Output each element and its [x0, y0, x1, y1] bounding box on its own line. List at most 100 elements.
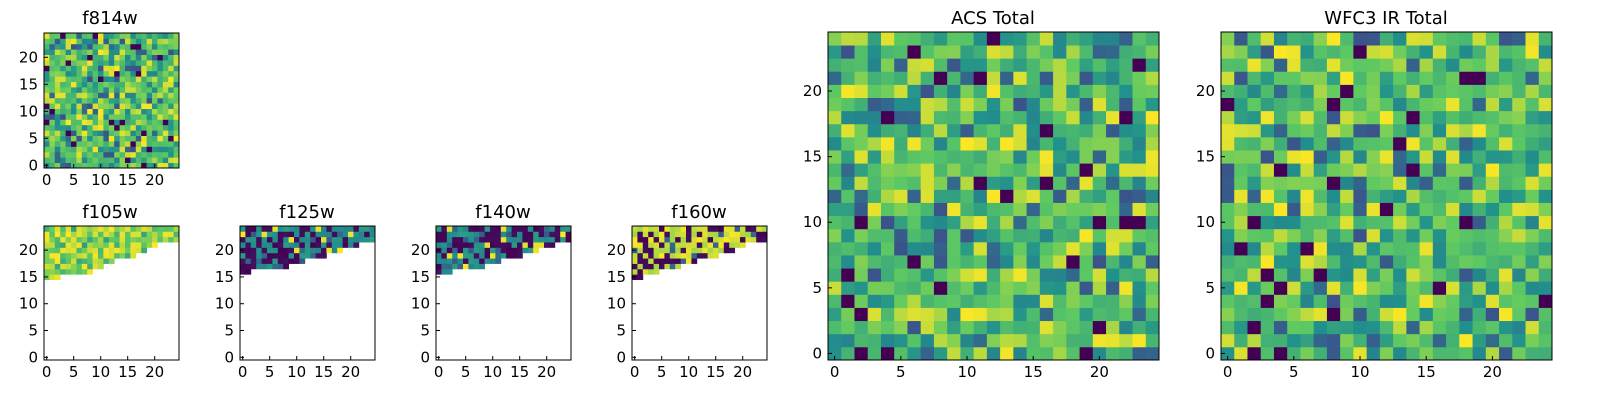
heatmap-cells [1221, 32, 1553, 361]
heatmap-cell [125, 135, 131, 142]
heatmap-cell [1419, 45, 1434, 59]
heatmap-cell [130, 226, 137, 232]
heatmap-cell [1106, 163, 1120, 177]
heatmap-cell [71, 76, 77, 82]
heatmap-cell [261, 226, 268, 232]
heatmap-cell [1273, 215, 1288, 230]
heatmap-cell [1053, 281, 1067, 295]
heatmap-cell [1092, 294, 1107, 308]
heatmap-cell [245, 258, 252, 264]
heatmap-cell [490, 231, 496, 238]
heatmap-cell [1132, 136, 1147, 151]
heatmap-cell [125, 226, 131, 232]
heatmap-cell [1472, 333, 1487, 348]
heatmap-cell [1340, 215, 1354, 230]
heatmap-cell [71, 81, 77, 88]
heatmap-cell [457, 231, 464, 238]
heatmap-cell [880, 255, 895, 269]
heatmap-cell [1132, 189, 1147, 203]
heatmap-cell [1000, 294, 1014, 308]
x-tick-label: 20 [341, 363, 360, 381]
heatmap-cell [986, 255, 1001, 269]
heatmap-cell [1432, 215, 1447, 230]
heatmap-cell [65, 263, 72, 270]
heatmap-cell [98, 114, 104, 120]
heatmap-cell [1145, 202, 1160, 217]
heatmap-cell [1472, 320, 1487, 335]
heatmap-cell [152, 226, 158, 232]
heatmap-cell [841, 346, 855, 361]
heatmap-cell [103, 135, 110, 142]
heatmap-cell [1092, 97, 1107, 112]
heatmap-cell [76, 38, 83, 45]
heatmap-cell [146, 146, 153, 153]
heatmap-cell [1221, 97, 1235, 112]
heatmap-cell [1300, 71, 1315, 85]
heatmap-cell [973, 307, 988, 322]
heatmap-cell [828, 215, 842, 230]
heatmap-cell [1538, 228, 1553, 243]
heatmap-cell [92, 103, 99, 109]
heatmap-cell [1499, 45, 1513, 59]
heatmap-cell [1326, 189, 1341, 203]
heatmap-cell [173, 135, 180, 142]
heatmap-cell [659, 252, 665, 259]
heatmap-cell [973, 241, 988, 256]
heatmap-cell [653, 242, 660, 248]
heatmap-cell [1538, 346, 1553, 361]
y-tick-label: 15 [19, 75, 38, 93]
heatmap-cell [511, 236, 518, 243]
heatmap-cell [1145, 320, 1160, 335]
heatmap-cell [1512, 241, 1526, 256]
heatmap-cell [114, 103, 120, 109]
heatmap-cell [1145, 110, 1160, 125]
heatmap-cell [986, 97, 1001, 112]
heatmap-cell [315, 252, 322, 259]
heatmap-cell [299, 236, 306, 243]
heatmap-cell [1234, 71, 1248, 85]
heatmap-cell [261, 263, 268, 270]
heatmap-cell [1300, 84, 1315, 98]
heatmap-cell [479, 231, 485, 238]
heatmap-cell [256, 231, 262, 238]
heatmap-cell [1053, 58, 1067, 72]
heatmap-cell [256, 263, 262, 270]
heatmap-cell [130, 97, 137, 104]
heatmap-cell [71, 33, 77, 39]
heatmap-cell [44, 242, 50, 248]
heatmap-cell [331, 242, 338, 248]
heatmap-cell [141, 151, 147, 158]
heatmap-cell [473, 231, 480, 238]
heatmap-cell [1066, 281, 1080, 295]
heatmap-cell [880, 320, 895, 335]
heatmap-cell [907, 228, 922, 243]
heatmap-cell [1499, 268, 1513, 282]
heatmap-cell [65, 108, 72, 115]
heatmap-cell [1366, 255, 1381, 269]
heatmap-cell [1379, 58, 1394, 72]
heatmap-cell [108, 65, 115, 72]
heatmap-cell [1499, 58, 1513, 72]
y-tick-label: 5 [616, 322, 626, 340]
heatmap-cell [1132, 176, 1147, 190]
heatmap-cell [1119, 189, 1133, 203]
heatmap-cell [986, 281, 1001, 295]
heatmap-cell [108, 108, 115, 115]
heatmap-cell [1525, 320, 1540, 335]
heatmap-cell [71, 43, 77, 50]
heatmap-cell [1287, 176, 1301, 190]
heatmap-cell [141, 87, 147, 93]
heatmap-cell [1221, 176, 1235, 190]
heatmap-cell [44, 258, 50, 264]
heatmap-cell [479, 263, 485, 270]
heatmap-cell [168, 157, 174, 163]
heatmap-cell [152, 70, 158, 77]
heatmap-cell [986, 163, 1001, 177]
heatmap-cell [894, 189, 908, 203]
heatmap-cell [933, 32, 948, 46]
heatmap-cell [1366, 346, 1381, 361]
heatmap-cell [141, 114, 147, 120]
heatmap-cell [173, 92, 180, 99]
